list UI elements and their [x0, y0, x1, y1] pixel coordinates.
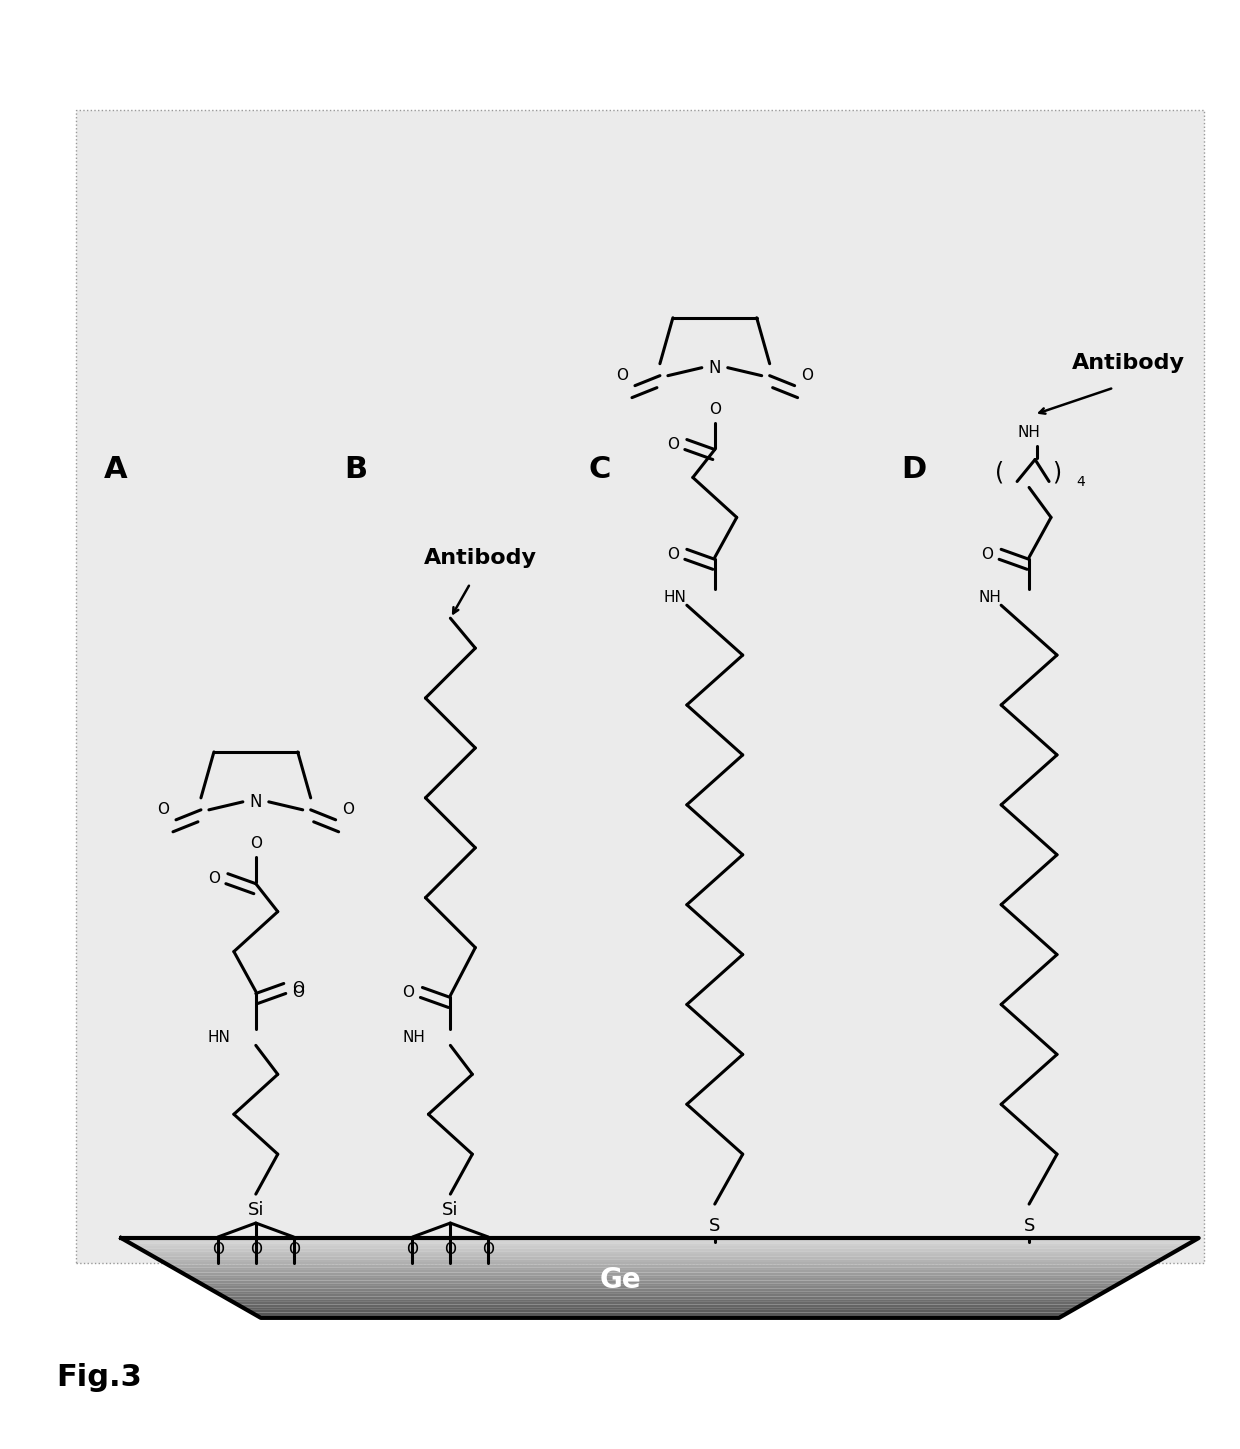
Text: O: O — [407, 1242, 418, 1258]
Text: NH: NH — [1018, 425, 1040, 440]
Text: O: O — [616, 368, 627, 383]
Text: Si: Si — [248, 1201, 264, 1219]
Polygon shape — [196, 1281, 1125, 1284]
Text: O: O — [208, 871, 219, 887]
Text: Si: Si — [443, 1201, 459, 1219]
Text: O: O — [801, 368, 813, 383]
Text: S: S — [1023, 1217, 1034, 1235]
Text: Fig.3: Fig.3 — [56, 1364, 143, 1392]
Text: (: ( — [994, 461, 1003, 484]
Text: HN: HN — [208, 1030, 231, 1045]
Text: NH: NH — [978, 590, 1001, 604]
Polygon shape — [140, 1249, 1180, 1252]
Text: O: O — [667, 546, 678, 562]
Polygon shape — [186, 1275, 1133, 1278]
Bar — [76, 110, 1204, 1264]
Text: O: O — [291, 985, 304, 1000]
Polygon shape — [130, 1243, 1189, 1246]
Text: Antibody: Antibody — [424, 548, 537, 568]
Text: O: O — [709, 403, 720, 417]
Polygon shape — [219, 1294, 1101, 1297]
Polygon shape — [177, 1269, 1143, 1272]
Polygon shape — [135, 1246, 1184, 1249]
Polygon shape — [238, 1304, 1083, 1307]
Polygon shape — [162, 1262, 1157, 1265]
Text: NH: NH — [403, 1030, 425, 1045]
Polygon shape — [242, 1307, 1078, 1310]
Polygon shape — [172, 1268, 1147, 1269]
Text: O: O — [403, 985, 414, 1000]
Text: O: O — [482, 1242, 495, 1258]
Text: O: O — [444, 1242, 456, 1258]
Polygon shape — [252, 1313, 1069, 1316]
Text: N: N — [708, 359, 720, 377]
Text: O: O — [157, 803, 169, 817]
Polygon shape — [215, 1291, 1106, 1294]
Polygon shape — [210, 1288, 1110, 1291]
Text: Antibody: Antibody — [1073, 352, 1185, 372]
Text: S: S — [709, 1217, 720, 1235]
Polygon shape — [181, 1272, 1138, 1275]
Polygon shape — [159, 1259, 1162, 1262]
Text: O: O — [249, 1242, 262, 1258]
Text: O: O — [981, 546, 993, 562]
Polygon shape — [205, 1285, 1115, 1288]
Polygon shape — [257, 1316, 1064, 1317]
Polygon shape — [191, 1278, 1128, 1281]
Text: D: D — [901, 455, 928, 484]
Text: O: O — [249, 836, 262, 851]
Polygon shape — [144, 1252, 1176, 1253]
Text: N: N — [249, 793, 262, 811]
Text: A: A — [104, 455, 128, 484]
Text: O: O — [342, 803, 355, 817]
Text: O: O — [291, 981, 304, 995]
Text: O: O — [667, 438, 678, 452]
Polygon shape — [233, 1301, 1087, 1304]
Text: 4: 4 — [1076, 475, 1085, 490]
Text: HN: HN — [663, 590, 687, 604]
Text: O: O — [212, 1242, 224, 1258]
Text: ): ) — [1053, 461, 1061, 484]
Polygon shape — [228, 1300, 1091, 1301]
Polygon shape — [122, 1237, 1199, 1240]
Polygon shape — [149, 1253, 1171, 1256]
Polygon shape — [223, 1297, 1096, 1300]
Polygon shape — [167, 1265, 1152, 1268]
Text: O: O — [288, 1242, 300, 1258]
Polygon shape — [201, 1284, 1120, 1285]
Polygon shape — [125, 1240, 1194, 1243]
Polygon shape — [247, 1310, 1073, 1313]
Text: Ge: Ge — [599, 1266, 641, 1294]
Text: C: C — [589, 455, 611, 484]
Text: B: B — [343, 455, 367, 484]
Polygon shape — [154, 1256, 1166, 1259]
